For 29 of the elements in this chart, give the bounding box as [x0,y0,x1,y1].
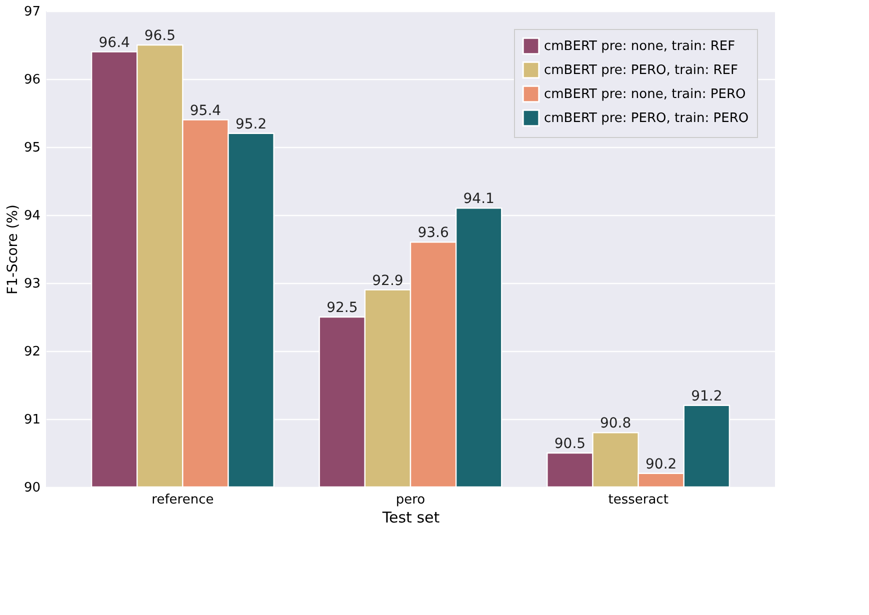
data-label: 90.5 [554,436,586,452]
y-tick-label: 96 [24,72,40,88]
legend-label: cmBERT pre: PERO, train: PERO [544,111,749,126]
data-label: 92.9 [372,272,404,289]
data-label: 95.2 [235,116,267,132]
y-tick-label: 91 [24,412,40,428]
y-tick-label: 95 [24,140,40,156]
y-tick-label: 92 [24,344,40,360]
y-tick-label: 93 [24,276,40,292]
data-label: 91.2 [691,388,722,404]
y-tick-label: 97 [24,4,40,20]
data-label: 96.5 [144,28,176,44]
legend-label: cmBERT pre: PERO, train: REF [544,63,738,78]
legend-label: cmBERT pre: none, train: REF [544,39,736,54]
x-tick-label: reference [152,492,214,508]
data-label: 92.5 [326,300,358,316]
data-label: 90.8 [600,416,632,432]
y-tick-label: 90 [24,480,40,496]
x-axis-title: Test set [381,508,440,526]
x-tick-label: pero [396,492,426,508]
y-tick-label: 94 [24,208,40,224]
x-tick-label: tesseract [608,492,668,508]
data-label: 96.4 [98,34,130,51]
data-label: 93.6 [418,225,449,242]
data-label: 94.1 [463,191,494,208]
data-label: 90.2 [646,456,677,472]
y-axis-title: F1-Score (%) [4,204,21,294]
data-label: 95.4 [190,102,222,119]
legend-label: cmBERT pre: none, train: PERO [544,87,746,102]
